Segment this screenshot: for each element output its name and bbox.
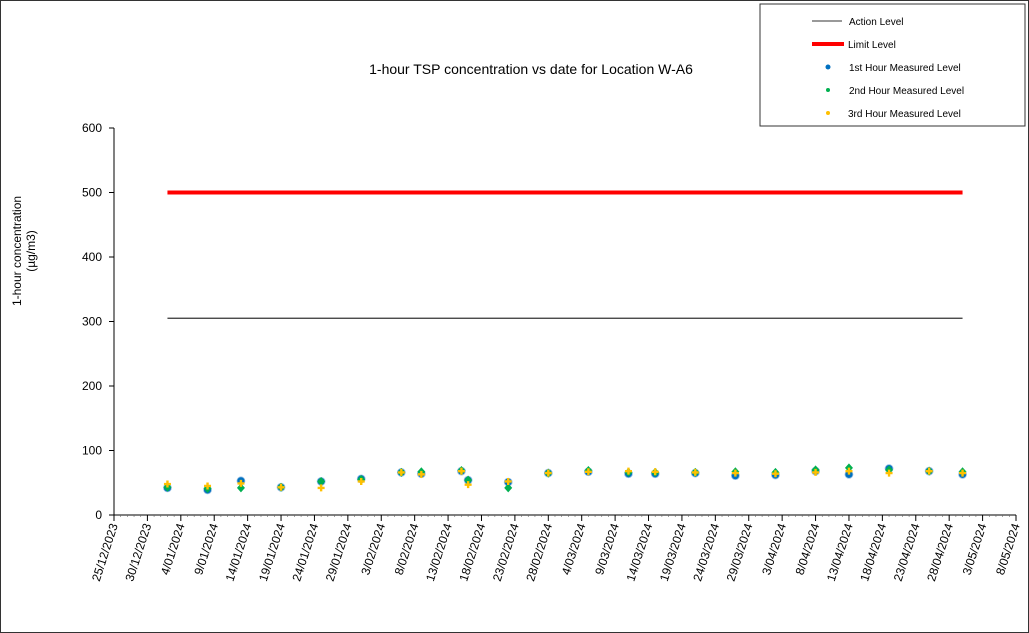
y-tick-label: 200 — [82, 379, 102, 393]
legend-action-label: Action Level — [849, 17, 903, 28]
y-axis-label-line1: 1-hour concentration — [10, 196, 24, 306]
legend-2nd-marker — [826, 88, 830, 92]
x-tick-label: 14/03/2024 — [623, 521, 655, 583]
y-axis-label-line2: (µg/m3) — [24, 230, 38, 272]
3rd-hour-point — [771, 470, 779, 478]
x-tick-label: 3/02/2024 — [358, 521, 388, 576]
3rd-hour-point — [584, 468, 592, 476]
3rd-hour-point — [317, 484, 325, 492]
3rd-hour-point — [845, 467, 853, 475]
x-tick-label: 13/02/2024 — [423, 521, 455, 583]
x-tick-label: 4/01/2024 — [158, 521, 188, 576]
x-tick-label: 9/01/2024 — [191, 521, 221, 576]
3rd-hour-point — [624, 467, 632, 475]
y-tick-label: 300 — [82, 315, 102, 329]
x-tick-label: 8/05/2024 — [993, 521, 1023, 576]
x-tick-label: 18/04/2024 — [857, 521, 889, 583]
x-tick-label: 24/01/2024 — [289, 521, 321, 583]
3rd-hour-point — [457, 467, 465, 475]
legend-limit-label: Limit Level — [848, 40, 896, 51]
3rd-hour-point — [204, 482, 212, 490]
x-tick-label: 14/01/2024 — [223, 521, 255, 583]
y-tick-label: 400 — [82, 250, 102, 264]
x-tick-label: 18/02/2024 — [456, 521, 488, 583]
3rd-hour-point — [277, 483, 285, 491]
3rd-hour-point — [925, 467, 933, 475]
2nd-hour-point — [236, 483, 245, 493]
x-tick-label: 30/12/2023 — [122, 521, 154, 583]
x-tick-label: 8/04/2024 — [793, 521, 823, 576]
y-axis-label: 1-hour concentration (µg/m3) — [10, 196, 38, 306]
3rd-hour-point — [464, 481, 472, 489]
x-tick-label: 3/05/2024 — [960, 521, 990, 576]
3rd-hour-point — [651, 468, 659, 476]
x-tick-label: 13/04/2024 — [824, 521, 856, 583]
x-tick-label: 23/04/2024 — [891, 521, 923, 583]
x-tick-label: 8/02/2024 — [392, 521, 422, 576]
legend-3rd-label: 3rd Hour Measured Level — [848, 109, 961, 120]
x-tick-label: 19/01/2024 — [256, 521, 288, 583]
y-tick-label: 500 — [82, 186, 102, 200]
legend-3rd-marker — [826, 111, 830, 115]
y-tick-label: 100 — [82, 444, 102, 458]
3rd-hour-point — [885, 469, 893, 477]
x-tick-label: 23/02/2024 — [490, 521, 522, 583]
legend-box — [759, 3, 1026, 127]
x-tick-label: 25/12/2023 — [89, 521, 121, 583]
3rd-hour-point — [812, 468, 820, 476]
3rd-hour-point — [163, 480, 171, 488]
x-tick-label: 19/03/2024 — [657, 521, 689, 583]
3rd-hour-point — [731, 469, 739, 477]
3rd-hour-point — [397, 468, 405, 476]
legend-1st-label: 1st Hour Measured Level — [849, 63, 961, 74]
x-tick-label: 29/03/2024 — [724, 521, 756, 583]
2nd-hour-point — [464, 475, 473, 485]
3rd-hour-point — [544, 469, 552, 477]
y-tick-label: 600 — [82, 121, 102, 135]
legend-2nd-label: 2nd Hour Measured Level — [849, 86, 964, 97]
x-tick-label: 9/03/2024 — [592, 521, 622, 576]
x-tick-label: 29/01/2024 — [323, 521, 355, 583]
2nd-hour-point — [317, 476, 326, 486]
3rd-hour-point — [504, 477, 512, 485]
x-tick-label: 4/03/2024 — [559, 521, 589, 576]
y-tick-label: 0 — [95, 508, 102, 522]
legend: Action Level Limit Level 1st Hour Measur… — [759, 3, 1026, 127]
3rd-hour-point — [959, 469, 967, 477]
3rd-hour-point — [357, 477, 365, 485]
x-tick-label: 3/04/2024 — [759, 521, 789, 576]
legend-1st-marker — [825, 64, 831, 70]
x-tick-label: 28/02/2024 — [523, 521, 555, 583]
3rd-hour-point — [237, 479, 245, 487]
x-tick-label: 28/04/2024 — [924, 521, 956, 583]
3rd-hour-point — [691, 468, 699, 476]
x-tick-label: 24/03/2024 — [690, 521, 722, 583]
2nd-hour-point — [504, 483, 513, 493]
3rd-hour-point — [417, 470, 425, 478]
chart-title: 1-hour TSP concentration vs date for Loc… — [369, 61, 693, 77]
